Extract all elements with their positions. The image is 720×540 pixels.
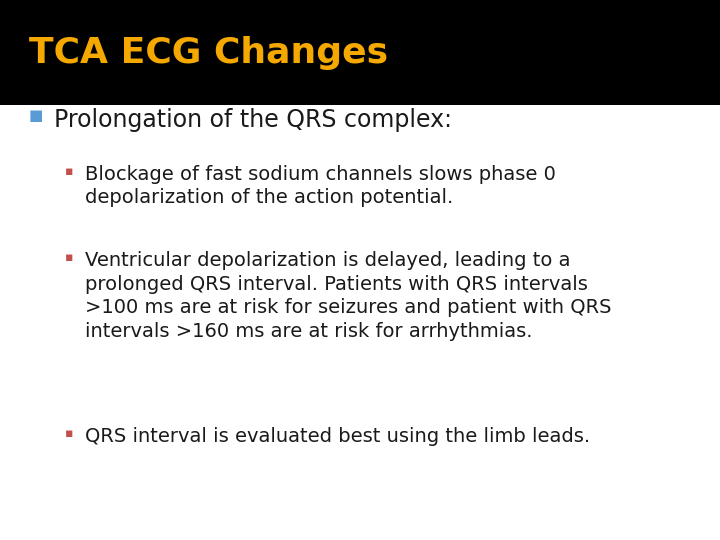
Text: TCA ECG Changes: TCA ECG Changes [29,36,388,70]
Text: ▪: ▪ [65,427,73,440]
Text: ▪: ▪ [65,251,73,264]
Text: Blockage of fast sodium channels slows phase 0
depolarization of the action pote: Blockage of fast sodium channels slows p… [85,165,556,207]
Text: ▪: ▪ [65,165,73,178]
Text: Ventricular depolarization is delayed, leading to a
prolonged QRS interval. Pati: Ventricular depolarization is delayed, l… [85,251,611,341]
Text: Prolongation of the QRS complex:: Prolongation of the QRS complex: [54,108,452,132]
Text: QRS interval is evaluated best using the limb leads.: QRS interval is evaluated best using the… [85,427,590,446]
Text: ■: ■ [29,108,43,123]
